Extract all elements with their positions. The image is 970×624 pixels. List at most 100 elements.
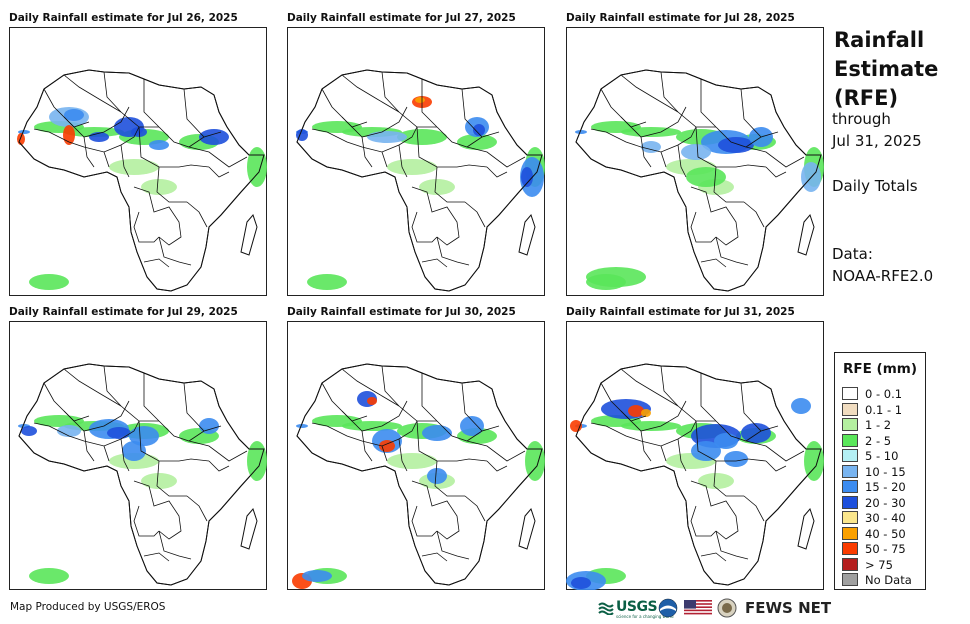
country-border bbox=[158, 236, 192, 266]
rainfall-area bbox=[641, 409, 651, 417]
legend-swatch bbox=[842, 573, 858, 586]
country-border bbox=[486, 460, 508, 472]
legend-label: 50 - 75 bbox=[865, 542, 906, 556]
country-border bbox=[745, 440, 805, 462]
legend-swatch bbox=[842, 402, 858, 416]
rainfall-area bbox=[64, 109, 84, 121]
legend-item: 5 - 10 bbox=[842, 449, 898, 464]
panel-title: Daily Rainfall estimate for Jul 30, 2025 bbox=[287, 306, 516, 318]
country-border bbox=[120, 438, 130, 472]
through-date: Jul 31, 2025 bbox=[832, 132, 922, 150]
country-border bbox=[743, 201, 765, 228]
madagascar-outline bbox=[518, 214, 536, 256]
rainfall-map bbox=[566, 27, 824, 296]
rainfall-area bbox=[247, 441, 267, 481]
legend-item: 2 - 5 bbox=[842, 433, 892, 449]
rainfall-area bbox=[63, 125, 75, 145]
country-border bbox=[398, 438, 408, 472]
country-border bbox=[311, 422, 328, 427]
country-border bbox=[434, 166, 465, 203]
country-border bbox=[466, 146, 526, 168]
rainfall-area bbox=[296, 424, 308, 428]
country-border bbox=[183, 88, 222, 138]
legend-item: 0 - 0.1 bbox=[842, 387, 902, 402]
country-border bbox=[311, 128, 328, 133]
rainfall-area bbox=[804, 441, 824, 481]
legend-label: 30 - 40 bbox=[865, 511, 906, 525]
country-border bbox=[700, 79, 717, 128]
usgs-logo: USGS bbox=[616, 599, 658, 615]
country-border bbox=[695, 126, 767, 168]
country-border bbox=[715, 420, 762, 442]
country-border bbox=[103, 71, 159, 128]
rainfall-area bbox=[698, 473, 734, 489]
country-border bbox=[381, 365, 437, 422]
legend-swatch bbox=[842, 526, 858, 540]
country-border bbox=[620, 410, 647, 422]
country-border bbox=[421, 79, 438, 128]
country-border bbox=[461, 382, 500, 432]
legend-label: 0 - 0.1 bbox=[865, 387, 903, 401]
country-border bbox=[398, 144, 408, 178]
rainfall-area bbox=[521, 167, 533, 187]
country-border bbox=[33, 128, 50, 133]
country-border bbox=[421, 373, 438, 422]
state-department-seal-icon bbox=[717, 598, 737, 618]
country-border bbox=[138, 126, 210, 168]
country-border bbox=[740, 382, 779, 432]
rainfall-area bbox=[342, 421, 402, 431]
country-border bbox=[156, 166, 187, 203]
legend-swatch bbox=[842, 542, 858, 555]
country-border bbox=[590, 128, 607, 133]
rainfall-map bbox=[9, 27, 267, 296]
us-flag-icon bbox=[684, 600, 712, 616]
country-border bbox=[660, 71, 716, 128]
legend-swatch bbox=[842, 557, 858, 571]
country-border bbox=[677, 438, 687, 472]
rainfall-area bbox=[724, 451, 748, 467]
country-border bbox=[640, 136, 652, 168]
map-canvas bbox=[287, 321, 545, 590]
country-border bbox=[341, 368, 400, 407]
country-border bbox=[341, 116, 368, 128]
africa-outline bbox=[575, 363, 822, 586]
legend-swatch bbox=[842, 418, 858, 431]
usgs-tagline: science for a changing world bbox=[616, 614, 674, 619]
legend-swatch bbox=[842, 449, 858, 462]
country-border bbox=[715, 236, 749, 266]
totals-label: Daily Totals bbox=[832, 177, 918, 195]
map-canvas bbox=[9, 321, 267, 590]
country-border bbox=[434, 460, 465, 497]
map-canvas bbox=[9, 27, 267, 296]
rainfall-area bbox=[415, 97, 425, 103]
country-border bbox=[158, 420, 205, 442]
country-border bbox=[156, 460, 187, 497]
madagascar-outline bbox=[797, 508, 815, 550]
country-border bbox=[700, 373, 717, 422]
usgs-wave-icon bbox=[598, 602, 614, 615]
rainfall-area bbox=[387, 453, 437, 469]
country-border bbox=[436, 530, 470, 560]
data-source: NOAA-RFE2.0 bbox=[832, 267, 934, 285]
rainfall-area bbox=[628, 405, 644, 417]
legend-label: 0.1 - 1 bbox=[865, 402, 903, 417]
rainfall-area bbox=[17, 133, 25, 145]
country-border bbox=[700, 552, 727, 562]
legend-label: 5 - 10 bbox=[865, 449, 899, 463]
legend-label: No Data bbox=[865, 573, 912, 587]
country-border bbox=[411, 480, 460, 540]
rainfall-map bbox=[287, 27, 545, 296]
madagascar-outline bbox=[797, 214, 815, 256]
country-border bbox=[138, 420, 210, 462]
legend-label: 2 - 5 bbox=[865, 433, 892, 448]
legend-label: 20 - 30 bbox=[865, 495, 906, 510]
country-border bbox=[713, 460, 744, 497]
rainfall-area bbox=[621, 421, 681, 431]
country-border bbox=[381, 151, 388, 168]
title-line: Rainfall bbox=[834, 28, 925, 52]
rainfall-map bbox=[566, 321, 824, 590]
country-border bbox=[690, 211, 717, 243]
country-border bbox=[83, 136, 95, 168]
country-border bbox=[208, 166, 230, 178]
legend-swatch bbox=[842, 480, 858, 493]
